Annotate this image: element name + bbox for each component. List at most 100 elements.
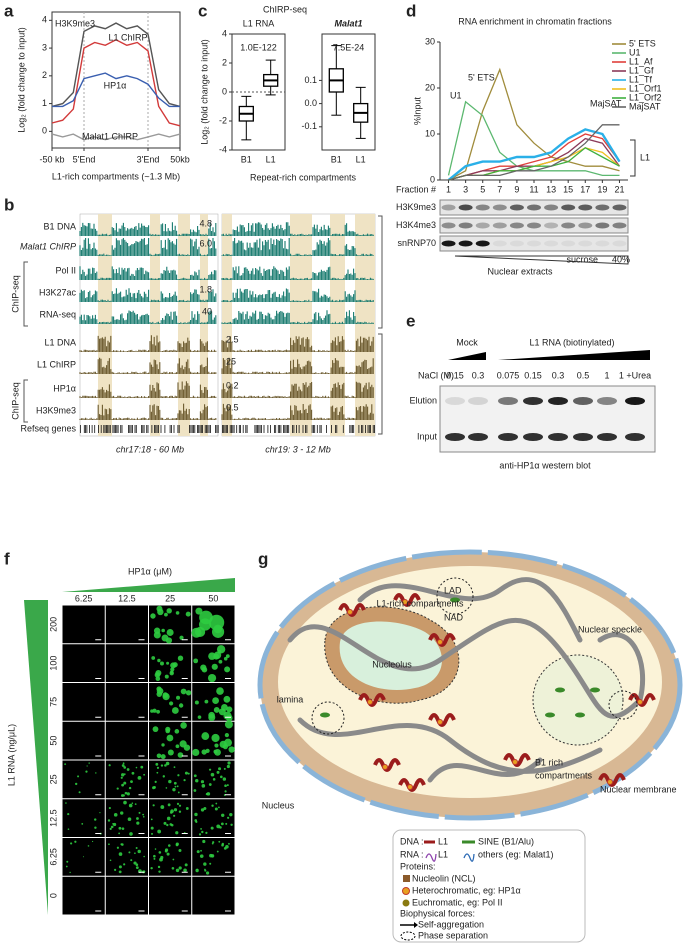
gene <box>365 425 366 433</box>
lane-label: 0.075 <box>497 370 520 380</box>
gene <box>279 425 280 433</box>
gene <box>296 425 297 433</box>
sine <box>545 712 555 718</box>
blot-band <box>527 222 541 229</box>
droplet <box>177 774 180 777</box>
blot-band <box>561 240 576 247</box>
droplet <box>166 628 174 636</box>
gene <box>223 425 225 433</box>
annotation: L1 <box>640 152 650 162</box>
blot-band <box>544 240 559 247</box>
droplet <box>120 811 124 815</box>
droplet <box>228 842 230 845</box>
y-tick-label: -0.1 <box>301 121 317 131</box>
legend-label: L1_Gf <box>629 65 654 75</box>
x-tick-label: 5'End <box>73 154 96 164</box>
blot-band <box>578 240 593 247</box>
legend-icon <box>414 922 418 928</box>
y-axis-label: Log₂ (fold change to input) <box>16 27 26 133</box>
gene <box>80 425 81 433</box>
gene <box>194 425 196 433</box>
y-tick-label: 3 <box>42 42 47 52</box>
diagram-label: NAD <box>444 612 464 622</box>
droplet <box>199 854 204 858</box>
scale-label: 40 <box>202 306 212 316</box>
blot-band <box>561 222 576 229</box>
y-axis-label: Log₂ (fold change to input) <box>199 39 209 145</box>
droplet <box>123 766 126 769</box>
l1-dna <box>428 633 456 647</box>
droplet <box>67 828 70 830</box>
legend-box <box>392 829 586 943</box>
band <box>597 433 617 441</box>
droplet <box>178 810 182 813</box>
wedge <box>448 352 486 360</box>
x-tick-label: B1 <box>241 154 252 164</box>
hp1 <box>512 759 518 765</box>
gene <box>263 425 265 433</box>
band <box>445 433 465 441</box>
droplet <box>201 732 210 740</box>
blot-band <box>509 222 524 229</box>
blot-band <box>441 240 456 247</box>
column-label: 50 <box>208 593 218 603</box>
scale-label: 0.5 <box>226 402 239 412</box>
gene <box>107 425 109 433</box>
blot-band <box>509 204 524 211</box>
droplet <box>133 861 137 865</box>
legend-label: Phase separation <box>418 930 488 940</box>
band <box>498 397 518 405</box>
droplet <box>193 658 199 664</box>
droplet <box>129 832 133 836</box>
droplet <box>120 843 123 846</box>
chromatin <box>427 757 543 783</box>
x-tick-label: 11 <box>529 184 538 194</box>
droplet <box>155 669 162 676</box>
droplet <box>225 822 228 825</box>
droplet <box>203 862 207 866</box>
droplet <box>137 849 141 854</box>
y-tick-label: 20 <box>425 82 435 92</box>
legend-label: Heterochromatic, eg: HP1α <box>412 885 521 895</box>
panel-letter: d <box>406 1 416 20</box>
gel <box>439 385 656 453</box>
droplet <box>136 817 139 820</box>
x-tick-label: 3 <box>463 184 468 194</box>
gene <box>227 425 228 433</box>
diagram-label: L1-rich compartments <box>376 598 464 608</box>
annotation: U1 <box>450 90 462 100</box>
x-tick-label: L1 <box>266 154 276 164</box>
droplet <box>221 843 224 847</box>
y-tick-label: 1 <box>42 98 47 108</box>
signal <box>79 335 217 352</box>
droplet <box>192 748 200 757</box>
droplet <box>155 676 161 681</box>
y-tick-label: 4 <box>222 28 227 38</box>
gene <box>103 425 105 433</box>
sine <box>320 712 330 718</box>
x-tick-label: 9 <box>514 184 519 194</box>
droplet <box>174 729 180 734</box>
droplet <box>130 780 133 784</box>
y-tick-label: 0 <box>430 174 435 184</box>
caption: anti-HP1α western blot <box>499 460 591 470</box>
droplet <box>173 808 178 812</box>
legend-label: L1_Af <box>629 56 653 66</box>
blot-band <box>595 204 610 211</box>
blot-band <box>458 240 473 247</box>
gene <box>132 425 133 433</box>
droplet <box>211 663 218 670</box>
micrograph <box>105 721 148 760</box>
droplet <box>201 784 206 788</box>
droplet <box>214 743 219 748</box>
gene <box>121 425 123 433</box>
gene <box>374 425 375 433</box>
y-tick-label: -2 <box>219 115 227 125</box>
wedge <box>498 350 650 360</box>
droplet <box>138 811 141 814</box>
row-label: Elution <box>409 395 437 405</box>
gene <box>113 425 115 433</box>
legend-label: L1_Orf1 <box>629 83 662 93</box>
chart-title: RNA enrichment in chromatin fractions <box>458 16 612 26</box>
gene <box>267 425 269 433</box>
